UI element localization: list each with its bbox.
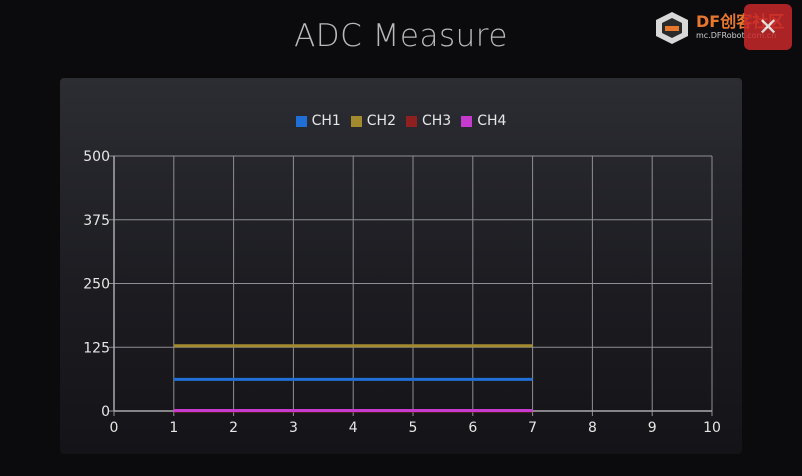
legend-label-ch4: CH4 (477, 113, 507, 129)
dfrobot-logo: DF创客社区 mc.DFRobot.com.cn (648, 2, 802, 50)
chart-legend: CH1 CH2 CH3 CH4 (60, 113, 742, 129)
close-button[interactable]: ✕ (744, 4, 792, 50)
legend-item-ch2[interactable]: CH2 (350, 113, 396, 129)
x-tick-label-6: 6 (468, 420, 477, 436)
y-tick-label-500: 500 (83, 149, 110, 165)
close-icon: ✕ (757, 13, 779, 41)
legend-label-ch2: CH2 (366, 113, 396, 129)
x-tick-label-8: 8 (588, 420, 597, 436)
y-tick-label-0: 0 (101, 404, 110, 420)
legend-swatch-ch3 (406, 115, 417, 127)
legend-item-ch4[interactable]: CH4 (461, 113, 506, 129)
x-tick-label-1: 1 (169, 420, 178, 436)
x-tick-label-2: 2 (229, 420, 238, 436)
y-tick-label-250: 250 (83, 277, 110, 293)
y-tick-label-125: 125 (83, 340, 110, 356)
legend-label-ch3: CH3 (422, 113, 452, 129)
robot-logo-icon (656, 12, 688, 44)
legend-swatch-ch1 (295, 115, 307, 127)
x-tick-label-4: 4 (349, 420, 358, 436)
y-tick-label-375: 375 (83, 213, 110, 229)
page-title: ADC Measure (294, 18, 508, 54)
legend-item-ch3[interactable]: CH3 (406, 113, 451, 129)
legend-swatch-ch4 (461, 115, 473, 127)
x-tick-label-9: 9 (648, 420, 657, 436)
logo-url-text: mc.DFRobot.com.cn (696, 31, 777, 40)
x-tick-label-7: 7 (528, 420, 537, 436)
legend-label-ch1: CH1 (311, 113, 341, 129)
legend-item-ch1[interactable]: CH1 (295, 113, 341, 129)
legend-swatch-ch2 (350, 115, 362, 127)
x-tick-label-10: 10 (703, 420, 721, 436)
x-tick-label-5: 5 (409, 420, 418, 436)
x-tick-label-0: 0 (110, 420, 119, 436)
x-tick-label-3: 3 (289, 420, 298, 436)
